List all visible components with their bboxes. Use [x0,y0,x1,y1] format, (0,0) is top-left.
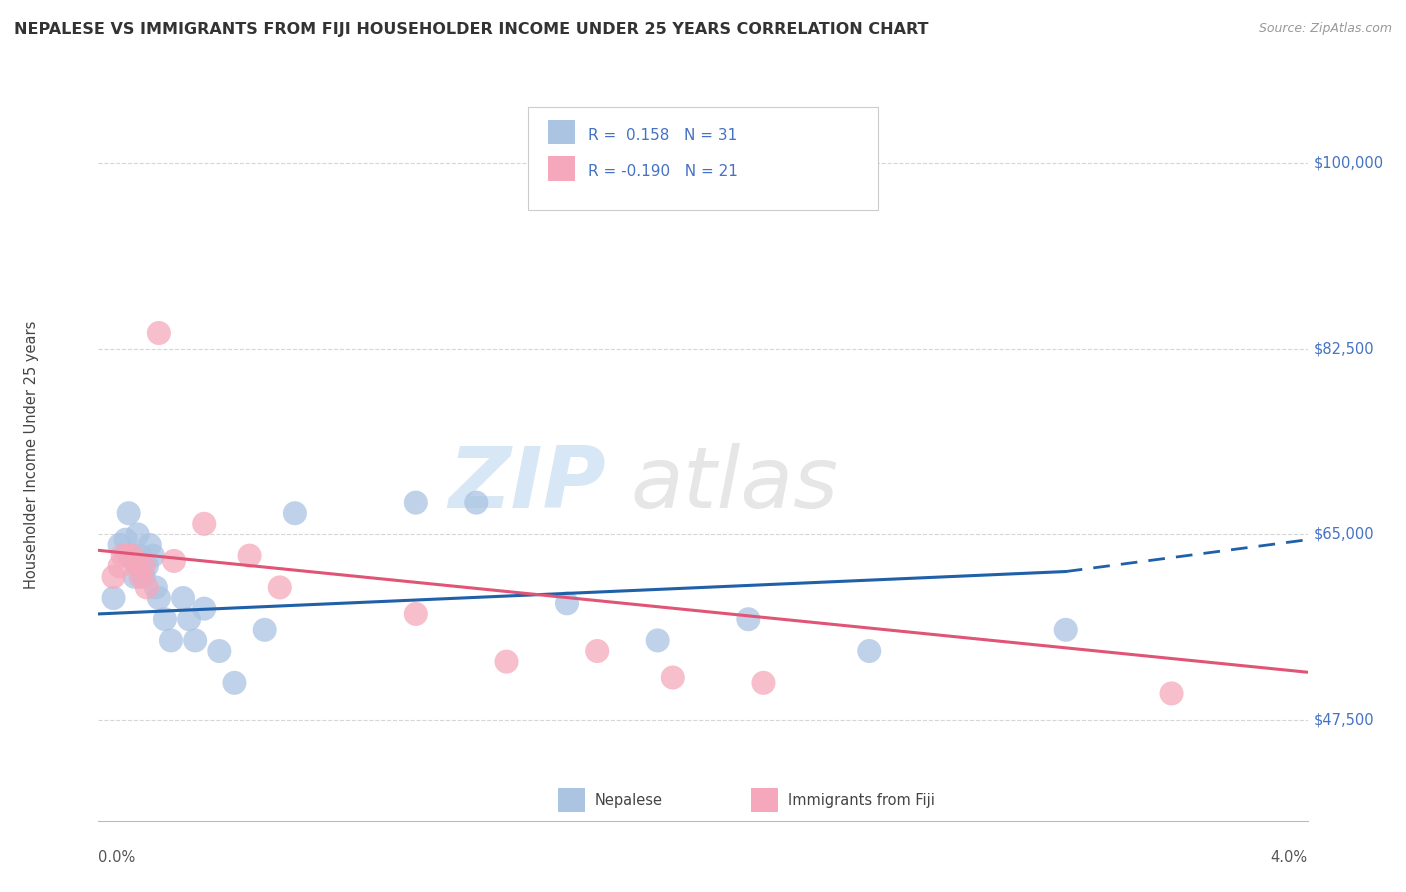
Point [153,612,176,626]
Point [124,570,146,584]
Point [661,671,683,685]
Point [132,559,155,574]
Text: 0.0%: 0.0% [98,850,135,865]
Point [160,633,183,648]
Text: $65,000: $65,000 [1313,527,1374,542]
Text: $82,500: $82,500 [1313,342,1374,357]
Point [1054,623,1077,637]
Point [124,554,146,568]
Point [103,591,125,605]
Point [145,581,167,595]
Point [114,533,136,547]
Point [118,549,141,563]
Text: Immigrants from Fiji: Immigrants from Fiji [787,793,935,807]
Text: R = -0.190   N = 21: R = -0.190 N = 21 [588,164,738,179]
Point [121,549,143,563]
Point [284,506,307,520]
Text: 4.0%: 4.0% [1271,850,1308,865]
Point [139,538,162,552]
Text: Source: ZipAtlas.com: Source: ZipAtlas.com [1258,22,1392,36]
Text: ZIP: ZIP [449,442,606,525]
Point [465,495,488,509]
Point [269,581,291,595]
Point [193,516,215,531]
Point [127,559,149,574]
Point [103,570,125,584]
Point [135,581,157,595]
Text: Nepalese: Nepalese [595,793,662,807]
Point [752,676,775,690]
Text: atlas: atlas [630,442,838,525]
FancyBboxPatch shape [751,789,778,812]
Point [208,644,231,658]
Text: $100,000: $100,000 [1313,156,1384,171]
Point [405,607,427,621]
Point [118,506,141,520]
Point [121,549,143,563]
Point [858,644,880,658]
Point [647,633,669,648]
Point [239,549,262,563]
Point [111,549,134,563]
Point [108,538,131,552]
Point [132,570,155,584]
Point [163,554,186,568]
Point [142,549,165,563]
Point [224,676,246,690]
Point [586,644,609,658]
Point [495,655,517,669]
Text: R =  0.158   N = 31: R = 0.158 N = 31 [588,128,737,143]
Point [555,596,578,610]
FancyBboxPatch shape [527,108,879,210]
Point [129,570,152,584]
Point [1160,686,1182,700]
Text: $47,500: $47,500 [1313,713,1374,728]
Point [129,549,152,563]
FancyBboxPatch shape [548,156,575,180]
Point [148,591,170,605]
Text: Householder Income Under 25 years: Householder Income Under 25 years [24,321,39,589]
Point [737,612,759,626]
Point [193,601,215,615]
Point [108,559,131,574]
FancyBboxPatch shape [548,120,575,145]
Point [127,527,149,541]
Point [405,495,427,509]
Point [148,326,170,340]
Point [172,591,194,605]
FancyBboxPatch shape [558,789,585,812]
Point [177,612,201,626]
Text: NEPALESE VS IMMIGRANTS FROM FIJI HOUSEHOLDER INCOME UNDER 25 YEARS CORRELATION C: NEPALESE VS IMMIGRANTS FROM FIJI HOUSEHO… [14,22,928,37]
Point [135,559,157,574]
Point [184,633,207,648]
Point [253,623,276,637]
